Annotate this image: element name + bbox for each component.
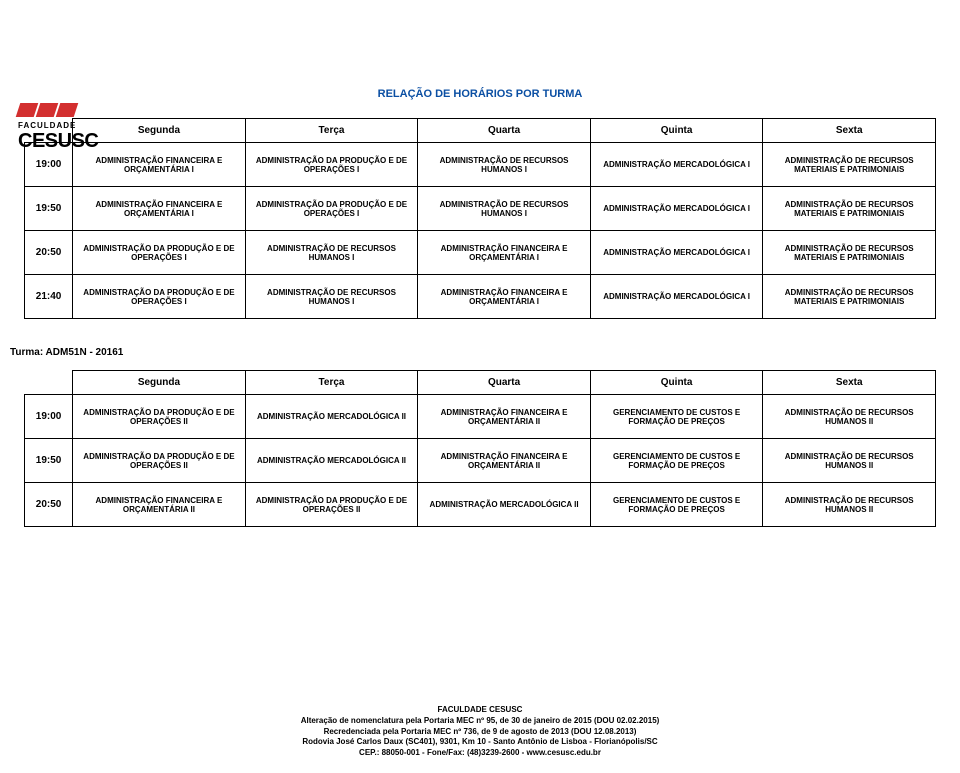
schedule-cell: ADMINISTRAÇÃO FINANCEIRA E ORÇAMENTÁRIA … [418, 439, 591, 483]
footer-line: Rodovia José Carlos Daux (SC401), 9301, … [0, 737, 960, 748]
table-row: 19:00ADMINISTRAÇÃO FINANCEIRA E ORÇAMENT… [25, 143, 936, 187]
day-header: Segunda [73, 119, 246, 143]
schedule-cell: ADMINISTRAÇÃO MERCADOLÓGICA I [590, 143, 763, 187]
schedule-cell: ADMINISTRAÇÃO MERCADOLÓGICA II [245, 395, 418, 439]
schedule-cell: ADMINISTRAÇÃO FINANCEIRA E ORÇAMENTÁRIA … [418, 395, 591, 439]
logo-bar [36, 103, 59, 117]
time-cell: 19:00 [25, 395, 73, 439]
day-header: Quinta [590, 371, 763, 395]
schedule-cell: ADMINISTRAÇÃO FINANCEIRA E ORÇAMENTÁRIA … [73, 187, 246, 231]
schedule-table-2: Segunda Terça Quarta Quinta Sexta 19:00A… [24, 370, 936, 527]
table-row: 19:00ADMINISTRAÇÃO DA PRODUÇÃO E DE OPER… [25, 395, 936, 439]
footer: FACULDADE CESUSC Alteração de nomenclatu… [0, 705, 960, 759]
schedule-cell: GERENCIAMENTO DE CUSTOS E FORMAÇÃO DE PR… [590, 395, 763, 439]
schedule-cell: ADMINISTRAÇÃO DA PRODUÇÃO E DE OPERAÇÕES… [245, 483, 418, 527]
logo-subtitle: FACULDADE [18, 121, 98, 130]
table-row: 20:50ADMINISTRAÇÃO FINANCEIRA E ORÇAMENT… [25, 483, 936, 527]
page-title: RELAÇÃO DE HORÁRIOS POR TURMA [0, 88, 960, 100]
schedule-cell: ADMINISTRAÇÃO DE RECURSOS HUMANOS II [763, 483, 936, 527]
schedule-cell: ADMINISTRAÇÃO FINANCEIRA E ORÇAMENTÁRIA … [418, 231, 591, 275]
logo-title: CESUSC [18, 130, 98, 153]
time-header-blank [25, 371, 73, 395]
schedule-cell: ADMINISTRAÇÃO DE RECURSOS MATERIAIS E PA… [763, 275, 936, 319]
time-cell: 21:40 [25, 275, 73, 319]
schedule-cell: ADMINISTRAÇÃO MERCADOLÓGICA I [590, 231, 763, 275]
schedule-cell: ADMINISTRAÇÃO FINANCEIRA E ORÇAMENTÁRIA … [73, 483, 246, 527]
day-header: Quarta [418, 119, 591, 143]
schedule-cell: ADMINISTRAÇÃO MERCADOLÓGICA II [245, 439, 418, 483]
day-header: Sexta [763, 371, 936, 395]
schedule-cell: ADMINISTRAÇÃO FINANCEIRA E ORÇAMENTÁRIA … [73, 143, 246, 187]
schedule-cell: ADMINISTRAÇÃO DE RECURSOS HUMANOS I [418, 187, 591, 231]
footer-line: Alteração de nomenclatura pela Portaria … [0, 716, 960, 727]
logo-bar [16, 103, 39, 117]
schedule-cell: ADMINISTRAÇÃO DE RECURSOS HUMANOS II [763, 439, 936, 483]
turma-label: Turma: ADM51N - 20161 [10, 347, 960, 358]
header-row: Segunda Terça Quarta Quinta Sexta [25, 119, 936, 143]
footer-line: FACULDADE CESUSC [0, 705, 960, 716]
footer-line: CEP.: 88050-001 - Fone/Fax: (48)3239-260… [0, 748, 960, 759]
day-header: Segunda [73, 371, 246, 395]
schedule-cell: ADMINISTRAÇÃO DA PRODUÇÃO E DE OPERAÇÕES… [73, 439, 246, 483]
schedule-cell: ADMINISTRAÇÃO DE RECURSOS HUMANOS II [763, 395, 936, 439]
schedule-cell: ADMINISTRAÇÃO DE RECURSOS MATERIAIS E PA… [763, 231, 936, 275]
schedule-cell: ADMINISTRAÇÃO DE RECURSOS HUMANOS I [245, 231, 418, 275]
day-header: Quarta [418, 371, 591, 395]
day-header: Terça [245, 119, 418, 143]
table-row: 19:50ADMINISTRAÇÃO DA PRODUÇÃO E DE OPER… [25, 439, 936, 483]
time-cell: 19:50 [25, 187, 73, 231]
day-header: Quinta [590, 119, 763, 143]
table-row: 21:40ADMINISTRAÇÃO DA PRODUÇÃO E DE OPER… [25, 275, 936, 319]
schedule-cell: ADMINISTRAÇÃO FINANCEIRA E ORÇAMENTÁRIA … [418, 275, 591, 319]
schedule-cell: ADMINISTRAÇÃO DE RECURSOS HUMANOS I [418, 143, 591, 187]
schedule-cell: ADMINISTRAÇÃO DA PRODUÇÃO E DE OPERAÇÕES… [73, 395, 246, 439]
schedule-cell: ADMINISTRAÇÃO DE RECURSOS HUMANOS I [245, 275, 418, 319]
time-cell: 19:50 [25, 439, 73, 483]
logo-bar [56, 103, 79, 117]
footer-line: Recredenciada pela Portaria MEC nº 736, … [0, 727, 960, 738]
schedule-table-1: Segunda Terça Quarta Quinta Sexta 19:00A… [24, 118, 936, 319]
schedule-cell: GERENCIAMENTO DE CUSTOS E FORMAÇÃO DE PR… [590, 483, 763, 527]
schedule-cell: ADMINISTRAÇÃO DA PRODUÇÃO E DE OPERAÇÕES… [245, 143, 418, 187]
time-cell: 20:50 [25, 231, 73, 275]
table-row: 19:50ADMINISTRAÇÃO FINANCEIRA E ORÇAMENT… [25, 187, 936, 231]
schedule-cell: GERENCIAMENTO DE CUSTOS E FORMAÇÃO DE PR… [590, 439, 763, 483]
day-header: Terça [245, 371, 418, 395]
schedule-cell: ADMINISTRAÇÃO DE RECURSOS MATERIAIS E PA… [763, 143, 936, 187]
table-row: 20:50ADMINISTRAÇÃO DA PRODUÇÃO E DE OPER… [25, 231, 936, 275]
schedule-cell: ADMINISTRAÇÃO DA PRODUÇÃO E DE OPERAÇÕES… [73, 275, 246, 319]
schedule-cell: ADMINISTRAÇÃO DE RECURSOS MATERIAIS E PA… [763, 187, 936, 231]
logo-mark [18, 103, 98, 117]
header-row: Segunda Terça Quarta Quinta Sexta [25, 371, 936, 395]
schedule-cell: ADMINISTRAÇÃO MERCADOLÓGICA I [590, 187, 763, 231]
schedule-cell: ADMINISTRAÇÃO DA PRODUÇÃO E DE OPERAÇÕES… [73, 231, 246, 275]
day-header: Sexta [763, 119, 936, 143]
schedule-cell: ADMINISTRAÇÃO MERCADOLÓGICA II [418, 483, 591, 527]
schedule-cell: ADMINISTRAÇÃO MERCADOLÓGICA I [590, 275, 763, 319]
time-cell: 20:50 [25, 483, 73, 527]
schedule-cell: ADMINISTRAÇÃO DA PRODUÇÃO E DE OPERAÇÕES… [245, 187, 418, 231]
logo: FACULDADE CESUSC [18, 103, 98, 153]
